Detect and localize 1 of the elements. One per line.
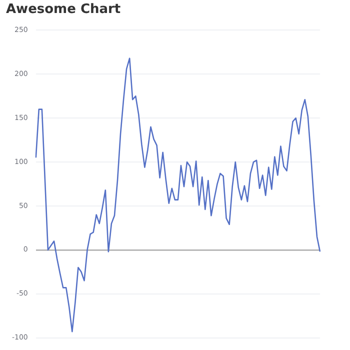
chart-title: Awesome Chart [6,2,121,17]
